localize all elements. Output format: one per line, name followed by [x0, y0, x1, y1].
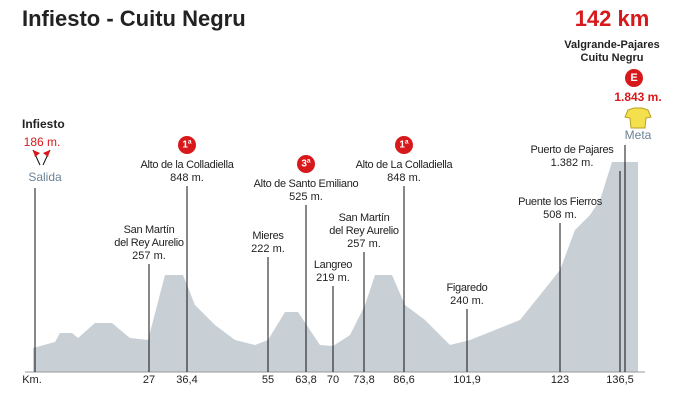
waypoint-name: Figaredo — [446, 282, 487, 294]
jersey-icon — [624, 107, 652, 129]
waypoint-altitude: 525 m. — [289, 191, 323, 203]
finish-category: E — [630, 72, 637, 84]
waypoint-name: del Rey Aurelio — [114, 237, 184, 249]
start-name: Infiesto — [22, 117, 65, 131]
km-label: 55 — [262, 374, 274, 386]
km-label: 36,4 — [176, 374, 197, 386]
km-label: 63,8 — [295, 374, 316, 386]
finish-altitude: 1.843 m. — [614, 90, 661, 104]
waypoint-altitude: 240 m. — [450, 295, 484, 307]
waypoint-name: Mieres — [252, 230, 284, 242]
distance: 142 km — [575, 6, 650, 31]
waypoint-altitude: 848 m. — [170, 172, 204, 184]
km-label: 101,9 — [453, 374, 481, 386]
waypoint-altitude: 508 m. — [543, 209, 577, 221]
waypoint-altitude: 257 m. — [347, 238, 381, 250]
waypoint-name: Langreo — [314, 259, 352, 271]
waypoint-name: Puente los Fierros — [518, 196, 603, 208]
start-label: Salida — [28, 170, 62, 184]
finish-name: Valgrande-Pajares — [564, 39, 659, 51]
km-label: 136,5 — [606, 374, 634, 386]
category-badge — [297, 155, 315, 173]
title: Infiesto - Cuitu Negru — [22, 6, 246, 31]
start-altitude: 186 m. — [24, 135, 61, 149]
waypoint-name: San Martín — [124, 224, 175, 236]
waypoint-name: del Rey Aurelio — [329, 225, 399, 237]
category-badge — [178, 136, 196, 154]
waypoint-altitude: 222 m. — [251, 243, 285, 255]
km-label: 123 — [551, 374, 569, 386]
axis-label: Km. — [22, 374, 42, 386]
km-label: 27 — [143, 374, 155, 386]
waypoint-altitude: 219 m. — [316, 272, 350, 284]
category: 1ª — [182, 140, 192, 151]
waypoint-altitude: 1.382 m. — [551, 157, 594, 169]
waypoint-name: Alto de Santo Emiliano — [254, 178, 359, 190]
category: 1ª — [399, 140, 409, 151]
category-badge — [395, 136, 413, 154]
waypoint-name: San Martín — [339, 212, 390, 224]
finish-label: Meta — [625, 128, 652, 142]
km-label: 73,8 — [353, 374, 374, 386]
km-label: 70 — [327, 374, 339, 386]
waypoint-altitude: 848 m. — [387, 172, 421, 184]
waypoint-name: Puerto de Pajares — [531, 144, 615, 156]
waypoint-altitude: 257 m. — [132, 250, 166, 262]
km-label: 86,6 — [393, 374, 414, 386]
waypoint-name: Alto de La Colladiella — [356, 159, 454, 171]
start-flags — [32, 149, 51, 166]
elevation-profile — [33, 162, 638, 372]
category: 3ª — [301, 159, 311, 170]
finish-name: Cuitu Negru — [581, 52, 644, 64]
category-badge — [625, 69, 643, 87]
waypoint-name: Alto de la Colladiella — [140, 159, 234, 171]
